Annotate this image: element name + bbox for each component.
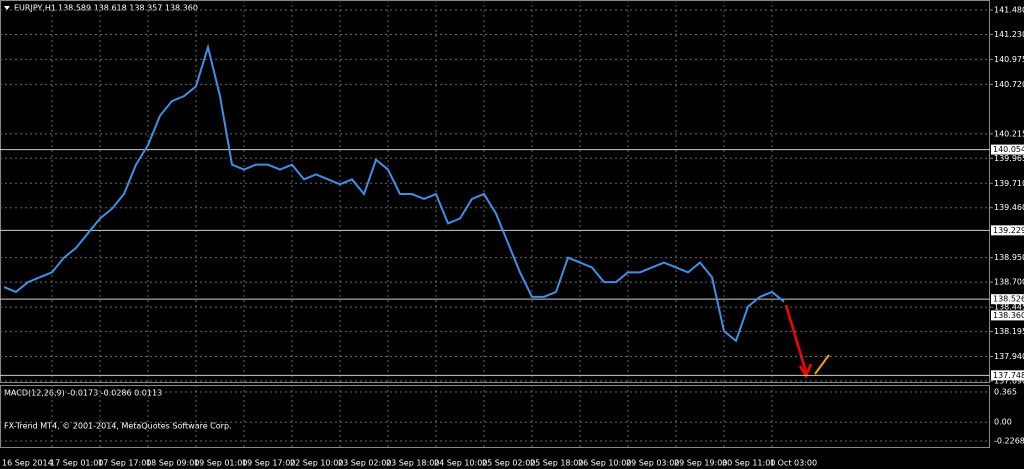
x-tick-label: 17 Sep 01:00 [50,459,103,468]
y-tick-label: 137.940 [994,352,1024,361]
y-tick-label: 140.720 [994,80,1024,89]
x-tick-label: 23 Sep 02:00 [338,459,391,468]
x-tick-label: 24 Sep 10:00 [434,459,487,468]
watermark: FX-Trend MT4, © 2001-2014, MetaQuotes So… [4,422,232,431]
x-tick-label: 23 Sep 18:00 [386,459,439,468]
y-tick-label: 139.460 [994,203,1024,212]
down-arrow [784,304,808,373]
x-tick-label: 19 Sep 17:00 [242,459,295,468]
macd-title: MACD(12,26,9) -0.0173 -0.0286 0.0113 [4,389,162,398]
x-tick-label: 17 Sep 17:00 [98,459,151,468]
ohlc: 138.589 138.618 138.357 138.360 [58,4,198,13]
y-tick-label: 137.690 [994,377,1024,386]
x-tick-label: 22 Sep 10:00 [290,459,343,468]
macd-tick-label: 0.00 [994,418,1012,427]
y-tick-label: 141.230 [994,30,1024,39]
x-tick-label: 1 Oct 03:00 [770,459,817,468]
y-tick-label: 138.195 [994,327,1024,336]
y-tick-label: 138.700 [994,278,1024,287]
macd-frame [0,385,990,448]
down-arrow-head [798,363,813,379]
y-tick-label: 138.445 [994,303,1024,312]
level-label: 138.526 [993,295,1024,304]
x-tick-label: 16 Sep 2014 [2,459,53,468]
level-box [991,144,1024,155]
level-label: 140.054 [993,145,1024,154]
price-box [991,310,1024,321]
macd-tick-label: 0.365 [994,388,1017,397]
level-label: 137.748 [993,371,1024,380]
y-tick-label: 139.710 [994,179,1024,188]
y-tick-label: 140.975 [994,55,1024,64]
x-tick-label: 19 Sep 01:00 [194,459,247,468]
price-line [3,43,785,343]
level-label: 139.229 [993,226,1024,235]
x-tick-label: 29 Sep 03:00 [626,459,679,468]
x-tick-label: 18 Sep 09:00 [146,459,199,468]
y-tick-label: 138.950 [994,253,1024,262]
level-box [991,294,1024,305]
macd-tick-label: -0.2268 [994,437,1024,446]
x-tick-label: 29 Sep 19:00 [674,459,727,468]
y-tick-label: 140.215 [994,129,1024,138]
symbol: EURJPY,H1 [14,4,56,13]
main-frame [0,0,990,383]
x-tick-label: 30 Sep 11:00 [722,459,775,468]
menu-arrow [4,6,10,10]
x-tick-label: 25 Sep 18:00 [530,459,583,468]
level-box [991,225,1024,236]
y-tick-label: 139.965 [994,154,1024,163]
price-label: 138.360 [993,311,1024,320]
x-tick-label: 25 Sep 02:00 [482,459,535,468]
up-arrow [814,354,830,375]
x-tick-label: 26 Sep 10:00 [578,459,631,468]
level-box [991,370,1024,381]
y-tick-label: 141.480 [994,6,1024,15]
